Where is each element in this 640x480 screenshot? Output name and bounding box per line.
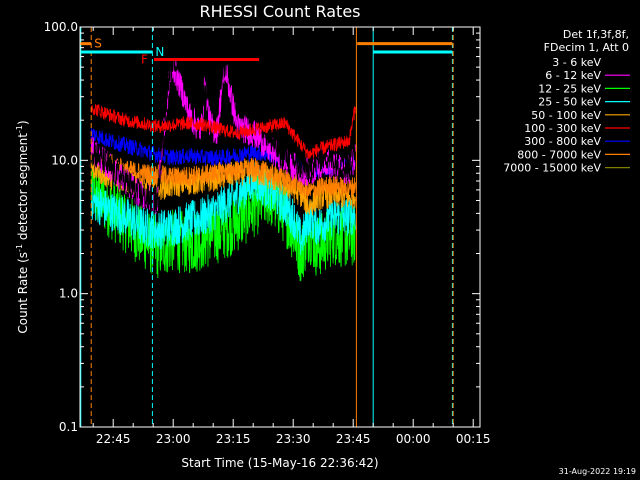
series-line-5 [90, 104, 356, 159]
x-tick-label: 23:30 [276, 432, 311, 446]
x-axis: 22:45 23:00 23:15 23:30 23:45 00:00 00:15 [92, 27, 491, 446]
y-axis-label: Count Rate (s-1 detector segment-1) [15, 120, 30, 333]
plot-frame [79, 26, 481, 428]
x-tick-label: 23:15 [216, 432, 251, 446]
date-stamp: 31-Aug-2022 19:19 [559, 467, 636, 476]
y-axis-label-sup: -1 [15, 244, 24, 252]
y-tick-label: 10.0 [51, 153, 78, 167]
x-tick-label: 23:45 [336, 432, 371, 446]
legend-label: 12 - 25 keV [538, 82, 601, 95]
y-tick-label: 1.0 [59, 287, 78, 301]
legend-label: 3 - 6 keV [552, 56, 601, 69]
y-axis-label-sup: -1 [15, 125, 24, 133]
flag-label: N [155, 45, 164, 59]
chart-title: RHESSI Count Rates [200, 2, 361, 21]
y-axis-label-part: detector segment [16, 133, 30, 244]
flag-label: F [141, 53, 148, 67]
x-tick-label: 00:00 [396, 432, 431, 446]
legend-label: 25 - 50 keV [538, 96, 601, 109]
series-layer [90, 43, 356, 282]
y-tick-label: 0.1 [59, 420, 78, 434]
series-line-7 [90, 145, 356, 201]
y-tick-label: 100.0 [44, 20, 78, 34]
legend-label: 6 - 12 keV [545, 69, 601, 82]
x-tick-label: 23:00 [156, 432, 191, 446]
flag-label: S [94, 37, 102, 51]
legend-header: FDecim 1, Att 0 [544, 41, 629, 54]
legend-label: 100 - 300 keV [524, 122, 601, 135]
legend-label: 300 - 800 keV [524, 135, 601, 148]
x-tick-label: 00:15 [456, 432, 491, 446]
overlay-layer: S NF [80, 27, 454, 427]
y-axis-label-part: Count Rate (s [16, 252, 30, 334]
legend-label: 7000 - 15000 keV [503, 162, 601, 175]
legend-label: 50 - 100 keV [531, 109, 601, 122]
x-tick-label: 22:45 [96, 432, 131, 446]
x-axis-label: Start Time (15-May-16 22:36:42) [181, 456, 378, 470]
legend-label: 800 - 7000 keV [517, 148, 601, 161]
legend-header: Det 1f,3f,8f, [563, 28, 629, 41]
y-axis-label-part: ) [16, 120, 30, 125]
